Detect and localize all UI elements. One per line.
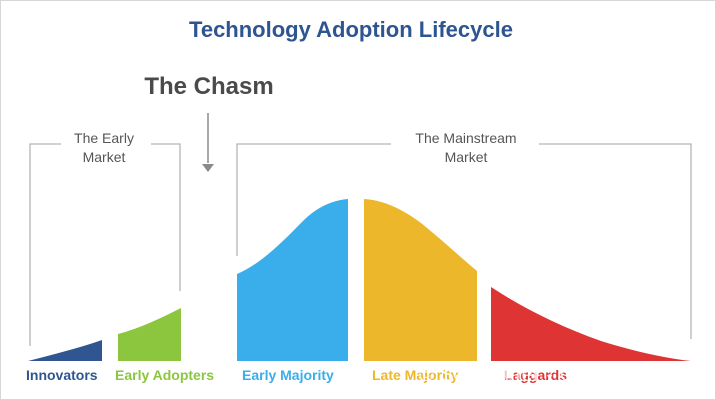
late-majority-segment [364, 199, 477, 361]
diagram-title: Technology Adoption Lifecycle [189, 17, 513, 42]
late-majority-label: Late Majority [372, 367, 459, 383]
mainstream-market-line1: The Mainstream [415, 130, 517, 146]
early-market-label: The Early Market [49, 129, 159, 167]
early-majority-segment [237, 199, 348, 361]
innovators-segment [28, 340, 102, 361]
early-market-line1: The Early [74, 130, 134, 146]
mainstream-market-label: The Mainstream Market [381, 129, 551, 167]
early-majority-label: Early Majority [242, 367, 334, 383]
early-market-bracket [29, 143, 181, 346]
chasm-label: The Chasm [144, 73, 274, 100]
laggards-segment [491, 287, 691, 361]
laggards-label: Laggards [504, 367, 568, 383]
early-adopters-segment [118, 308, 181, 361]
innovators-label: Innovators [26, 367, 98, 383]
watermark: © Sanjjjhuter - Crypto... [419, 364, 640, 386]
early-adopters-label: Early Adopters [115, 367, 215, 383]
early-market-line2: Market [82, 149, 126, 165]
chasm-arrowhead-icon [202, 164, 214, 172]
mainstream-market-line2: Market [444, 149, 488, 165]
mainstream-market-bracket [236, 143, 692, 339]
